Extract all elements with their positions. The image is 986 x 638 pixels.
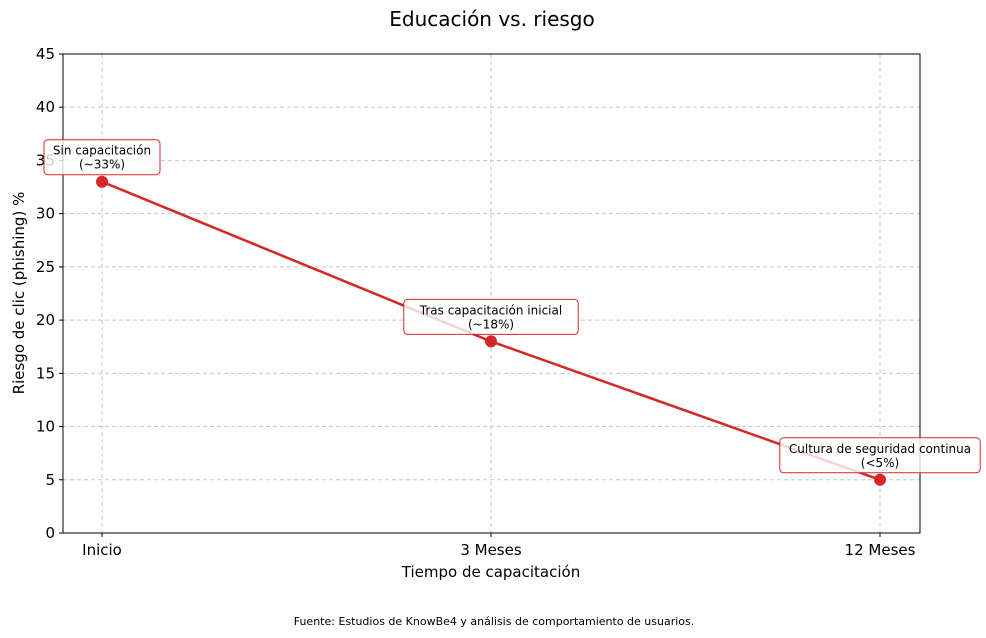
- annotation: Tras capacitación inicial(~18%): [403, 298, 579, 335]
- data-point: [96, 175, 108, 188]
- annotation: Cultura de seguridad continua(<5%): [779, 437, 981, 474]
- annotation-box: [403, 298, 579, 335]
- source-footnote: Fuente: Estudios de KnowBe4 y análisis d…: [294, 615, 695, 628]
- y-tick-label: 5: [45, 471, 55, 489]
- data-point: [874, 473, 886, 486]
- annotation-label: Sin capacitación: [53, 144, 151, 158]
- annotation-label: Cultura de seguridad continua: [789, 442, 971, 456]
- annotation-box: [43, 139, 161, 176]
- annotation-box: [779, 437, 981, 474]
- y-tick-label: 30: [36, 205, 55, 223]
- annotation-value: (<5%): [861, 456, 899, 470]
- y-tick-label: 25: [36, 258, 55, 276]
- y-tick-label: 10: [36, 418, 55, 436]
- y-tick-label: 40: [36, 98, 55, 116]
- x-tick-label: 12 Meses: [845, 541, 916, 559]
- annotation: Sin capacitación(~33%): [43, 139, 161, 176]
- y-tick-label: 15: [36, 364, 55, 382]
- x-axis-label: Tiempo de capacitación: [401, 563, 580, 581]
- y-tick-label: 45: [36, 45, 55, 63]
- annotation-label: Tras capacitación inicial: [419, 303, 562, 317]
- annotation-value: (~18%): [468, 317, 514, 331]
- y-tick-label: 0: [45, 524, 55, 542]
- y-axis-label: Riesgo de clic (phishing) %: [10, 192, 28, 395]
- data-point: [485, 335, 497, 348]
- chart-title: Educación vs. riesgo: [389, 7, 595, 31]
- x-tick-label: 3 Meses: [460, 541, 522, 559]
- annotation-value: (~33%): [79, 158, 125, 172]
- y-tick-label: 20: [36, 311, 55, 329]
- x-tick-label: Inicio: [82, 541, 122, 559]
